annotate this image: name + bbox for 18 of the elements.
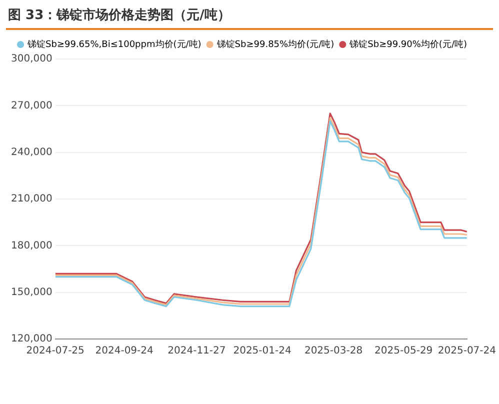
legend-label: 锑锭Sb≥99.90%均价(元/吨) [348,38,467,50]
x-tick-label: 2025-03-28 [304,346,363,357]
x-tick-label: 2024-11-27 [168,346,226,357]
y-tick-label: 150,000 [10,286,52,298]
legend-label: 锑锭Sb≥99.85%均价(元/吨) [216,38,334,50]
y-tick-label: 300,000 [10,54,52,65]
chart-title: 图 33：锑锭市场价格走势图（元/吨） [8,6,230,24]
x-tick-label: 2024-09-24 [95,346,154,357]
y-tick-label: 210,000 [10,194,52,205]
x-tick-label: 2025-01-24 [233,346,292,357]
x-tick-label: 2025-07-24 [438,346,496,357]
y-tick-label: 120,000 [10,334,52,345]
legend-label: 锑锭Sb≥99.65%,Bi≤100ppm均价(元/吨) [26,38,202,50]
y-tick-label: 270,000 [10,100,52,112]
y-tick-label: 180,000 [10,240,52,252]
y-tick-label: 240,000 [10,146,52,158]
x-tick-label: 2025-05-29 [374,346,433,357]
x-tick-label: 2024-07-25 [26,346,84,357]
